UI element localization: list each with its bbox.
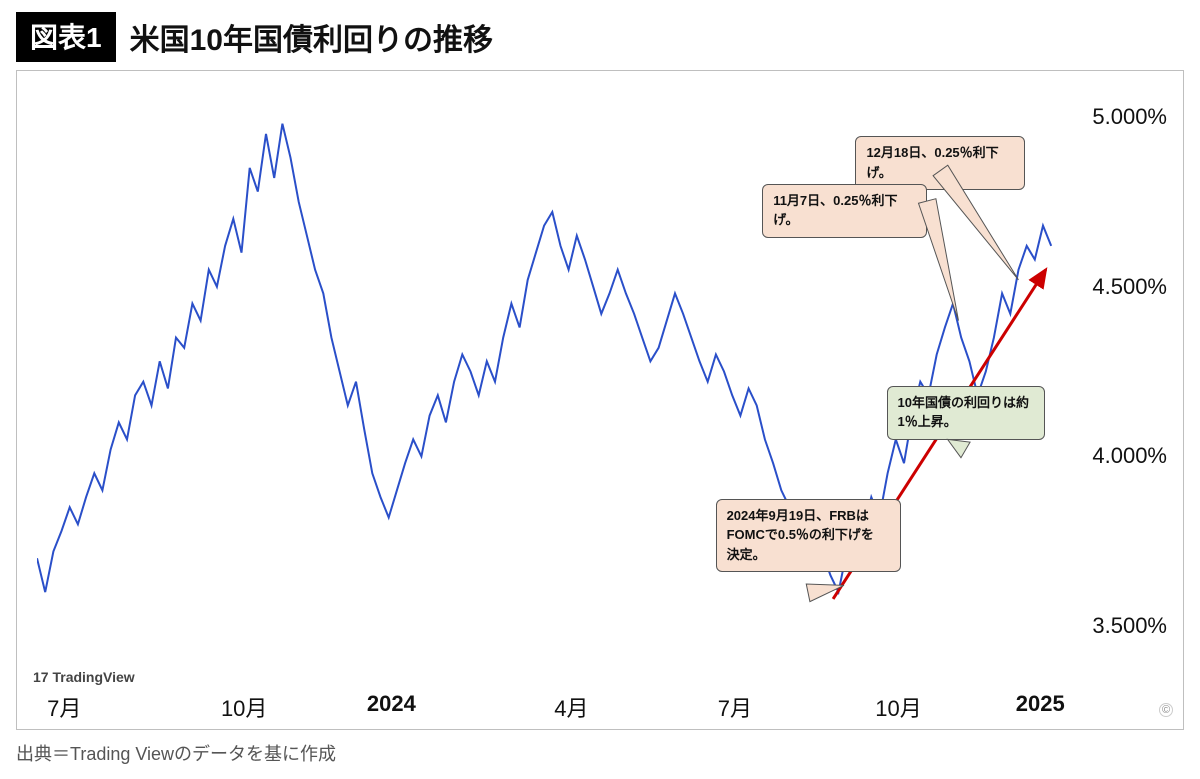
chart-title: 米国10年国債利回りの推移	[130, 15, 493, 59]
source-attribution: 出典＝Trading Viewのデータを基に作成	[16, 740, 1184, 766]
callout-box: 10年国債の利回りは約1％上昇。	[887, 386, 1045, 440]
x-tick-label: 7月	[718, 691, 752, 723]
y-tick-label: 3.500%	[1092, 613, 1167, 639]
y-axis: 5.000% 4.500% 4.000% 3.500%	[1073, 83, 1183, 677]
figure-badge: 図表1	[16, 12, 116, 62]
callout-box: 12月18日、0.25％利下げ。	[855, 136, 1025, 190]
copyright-mark: ©	[1159, 703, 1173, 717]
chart-header: 図表1 米国10年国債利回りの推移	[16, 12, 1184, 62]
x-tick-label: 10月	[875, 691, 921, 723]
callout-box: 2024年9月19日、FRBはFOMCで0.5％の利下げを決定。	[716, 499, 901, 573]
y-tick-label: 5.000%	[1092, 104, 1167, 130]
x-tick-label: 2025	[1016, 691, 1065, 717]
x-tick-label: 10月	[221, 691, 267, 723]
x-axis: 7月 10月 2024 4月 7月 10月 2025	[37, 677, 1073, 729]
y-tick-label: 4.000%	[1092, 443, 1167, 469]
callout-box: 11月7日、0.25％利下げ。	[762, 184, 927, 238]
x-tick-label: 4月	[554, 691, 588, 723]
y-tick-label: 4.500%	[1092, 274, 1167, 300]
x-tick-label: 2024	[367, 691, 416, 717]
tradingview-watermark: 17 TradingView	[33, 669, 135, 685]
chart-container: 5.000% 4.500% 4.000% 3.500% 7月 10月 2024 4月 7月 10…	[16, 70, 1184, 730]
x-tick-label: 7月	[47, 691, 81, 723]
